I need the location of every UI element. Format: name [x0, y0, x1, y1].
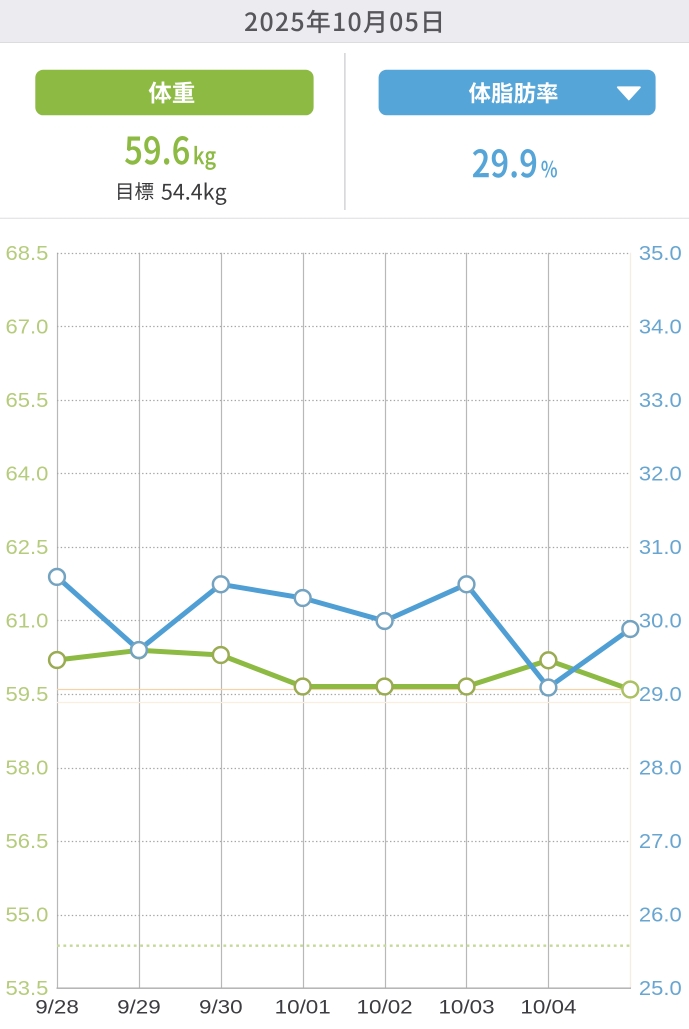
svg-text:10/03: 10/03: [438, 997, 494, 1018]
svg-text:64.0: 64.0: [5, 463, 48, 485]
svg-text:56.5: 56.5: [5, 831, 48, 853]
svg-text:28.0: 28.0: [639, 757, 682, 779]
svg-text:26.0: 26.0: [639, 905, 682, 927]
svg-text:9/30: 9/30: [199, 997, 243, 1018]
svg-text:67.0: 67.0: [5, 316, 48, 338]
svg-text:27.0: 27.0: [639, 831, 682, 853]
svg-text:68.5: 68.5: [5, 243, 48, 265]
svg-text:34.0: 34.0: [639, 316, 682, 338]
svg-text:9/28: 9/28: [35, 997, 79, 1018]
svg-text:62.5: 62.5: [5, 537, 48, 559]
svg-text:59.5: 59.5: [5, 684, 48, 706]
svg-text:10/04: 10/04: [520, 997, 576, 1018]
svg-text:65.5: 65.5: [5, 390, 48, 412]
svg-text:30.0: 30.0: [639, 610, 682, 632]
svg-text:33.0: 33.0: [639, 390, 682, 412]
svg-text:35.0: 35.0: [639, 243, 682, 265]
svg-text:32.0: 32.0: [639, 463, 682, 485]
svg-text:9/29: 9/29: [117, 997, 161, 1018]
svg-text:61.0: 61.0: [5, 610, 48, 632]
svg-text:29.0: 29.0: [639, 684, 682, 706]
svg-text:10/01: 10/01: [275, 997, 331, 1018]
svg-text:31.0: 31.0: [639, 537, 682, 559]
svg-text:10/02: 10/02: [357, 997, 413, 1018]
svg-text:55.0: 55.0: [5, 905, 48, 927]
svg-text:58.0: 58.0: [5, 757, 48, 779]
svg-text:53.5: 53.5: [5, 978, 48, 1000]
svg-text:25.0: 25.0: [639, 978, 682, 1000]
